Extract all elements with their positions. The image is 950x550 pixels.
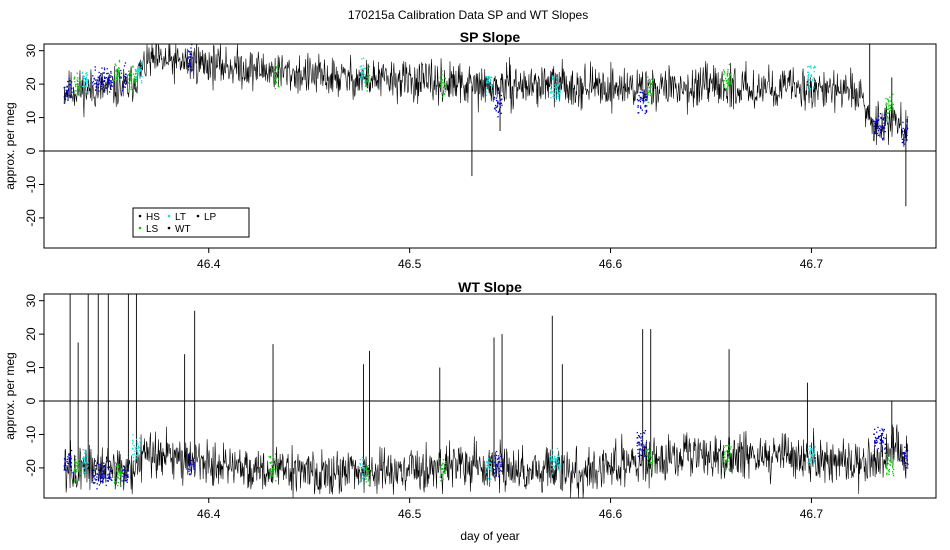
sp-calibration-points-lp-16 xyxy=(636,89,648,115)
wt-calibration-points-lp-5 xyxy=(122,465,130,483)
sp-xtick-label-2: 46.6 xyxy=(599,257,623,271)
legend-label-lp: LP xyxy=(204,212,217,223)
sp-x-axis: 46.4 46.5 46.6 46.7 xyxy=(197,248,823,271)
sp-calibration-points-lt-2 xyxy=(81,71,89,93)
legend-label-ls: LS xyxy=(146,224,159,235)
sp-calibration-points-lt-7 xyxy=(135,61,143,84)
legend-label-lt: LT xyxy=(175,212,186,223)
sp-y-axis-label: approx. per meg xyxy=(3,102,17,189)
wt-ytick-label-2: 0 xyxy=(24,397,38,404)
wt-xtick-label-0: 46.4 xyxy=(197,507,221,521)
sp-calibration-points-lt-13 xyxy=(485,75,493,97)
wt-x-axis: 46.4 46.5 46.6 46.7 xyxy=(197,498,823,521)
sp-ytick-label-0: -20 xyxy=(24,209,38,227)
sp-calibration-points-lp-20 xyxy=(873,112,887,141)
figure-title: 170215a Calibration Data SP and WT Slope… xyxy=(348,8,588,22)
wt-calibration-points-lp-13 xyxy=(493,450,503,478)
sp-ytick-label-4: 20 xyxy=(24,77,38,91)
legend-marker-lt xyxy=(167,214,171,218)
legend-marker-wt xyxy=(167,226,171,230)
wt-ytick-label-4: 20 xyxy=(24,327,38,341)
wt-calibration-points-ls-16 xyxy=(646,448,654,474)
wt-xtick-label-2: 46.6 xyxy=(599,507,623,521)
wt-calibration-points-lt-6 xyxy=(131,434,141,462)
wt-panel-title: WT Slope xyxy=(458,279,522,295)
wt-calibration-points-lp-3 xyxy=(91,460,113,490)
sp-calibration-points-ls-18 xyxy=(722,63,732,90)
wt-plot-frame xyxy=(43,293,937,499)
wt-ytick-label-3: 10 xyxy=(24,361,38,375)
wt-y-axis: -20 -10 0 10 20 30 xyxy=(24,294,44,477)
x-axis-label: day of year xyxy=(460,529,519,543)
sp-calibration-points-ls-1 xyxy=(73,72,81,95)
wt-calibration-points-ls-4 xyxy=(113,462,123,487)
sp-xtick-label-0: 46.4 xyxy=(197,257,221,271)
sp-calibration-points-lp-3 xyxy=(91,66,113,93)
sp-ytick-label-2: 0 xyxy=(24,147,38,154)
wt-calibration-points-lp-7 xyxy=(188,454,196,476)
sp-calibration-points-ls-17 xyxy=(646,76,654,103)
sp-calibration-points-lt-19 xyxy=(806,65,816,91)
wt-ytick-label-5: 30 xyxy=(24,294,38,308)
wt-calibration-points-lt-18 xyxy=(807,445,816,466)
sp-calibration-points-ls-21 xyxy=(885,93,895,122)
sp-calibration-points-lt-10 xyxy=(358,57,366,84)
legend-marker-hs xyxy=(138,214,142,218)
sp-plot-area xyxy=(44,43,936,207)
sp-calibration-points-lt-15 xyxy=(549,75,561,102)
wt-slope-series xyxy=(63,424,909,499)
sp-y-axis: -20 -10 0 10 20 30 xyxy=(24,44,44,227)
wt-calibration-points-ls-1 xyxy=(73,455,81,482)
legend: HS LS LT WT LP xyxy=(132,207,250,238)
wt-calibration-points-lt-14 xyxy=(549,447,561,475)
legend-marker-lp xyxy=(196,214,200,218)
sp-calibration-points-ls-12 xyxy=(439,70,447,98)
legend-label-wt: WT xyxy=(175,224,191,235)
sp-ytick-label-3: 10 xyxy=(24,111,38,125)
wt-xtick-label-3: 46.7 xyxy=(800,507,824,521)
wt-calibration-points-ls-8 xyxy=(268,453,278,482)
sp-calibration-points-ls-4 xyxy=(113,59,121,82)
legend-marker-ls xyxy=(138,226,142,230)
wt-calibration-points-lp-15 xyxy=(636,430,648,458)
sp-calibration-points-ls-11 xyxy=(364,66,371,92)
sp-panel-title: SP Slope xyxy=(460,29,521,45)
sp-calibration-points-ls-9 xyxy=(272,64,280,90)
wt-calibration-points-ls-11 xyxy=(439,458,447,482)
wt-calibration-points-lp-19 xyxy=(873,426,887,454)
wt-calibration-points-lt-2 xyxy=(81,449,89,473)
sp-plot-frame xyxy=(43,43,937,249)
sp-calibration-points-lp-8 xyxy=(187,43,194,71)
wt-calibration-points-ls-20 xyxy=(885,453,895,477)
wt-calibration-points-ls-17 xyxy=(722,444,732,473)
legend-label-hs: HS xyxy=(146,212,160,223)
sp-calibration-points-lp-5 xyxy=(120,62,127,92)
sp-ytick-label-5: 30 xyxy=(24,44,38,58)
sp-calibration-points-lp-0 xyxy=(63,77,73,104)
wt-calibration-points-lp-21 xyxy=(901,446,909,469)
wt-y-axis-label: approx. per meg xyxy=(3,352,17,439)
sp-ytick-label-1: -10 xyxy=(24,175,38,193)
wt-calibration-points-ls-10 xyxy=(365,464,370,486)
wt-calibration-points-lt-12 xyxy=(485,452,493,482)
wt-calibration-points-lt-9 xyxy=(359,456,367,484)
wt-plot-area xyxy=(44,294,936,499)
sp-xtick-label-1: 46.5 xyxy=(398,257,422,271)
wt-xtick-label-1: 46.5 xyxy=(398,507,422,521)
sp-calibration-points-lp-22 xyxy=(901,119,909,145)
sp-calibration-points-lp-14 xyxy=(493,89,503,118)
sp-xtick-label-3: 46.7 xyxy=(800,257,824,271)
legend-box xyxy=(132,207,250,238)
wt-ytick-label-0: -20 xyxy=(24,459,38,477)
wt-ytick-label-1: -10 xyxy=(24,425,38,443)
wt-calibration-points-lp-0 xyxy=(63,449,73,474)
